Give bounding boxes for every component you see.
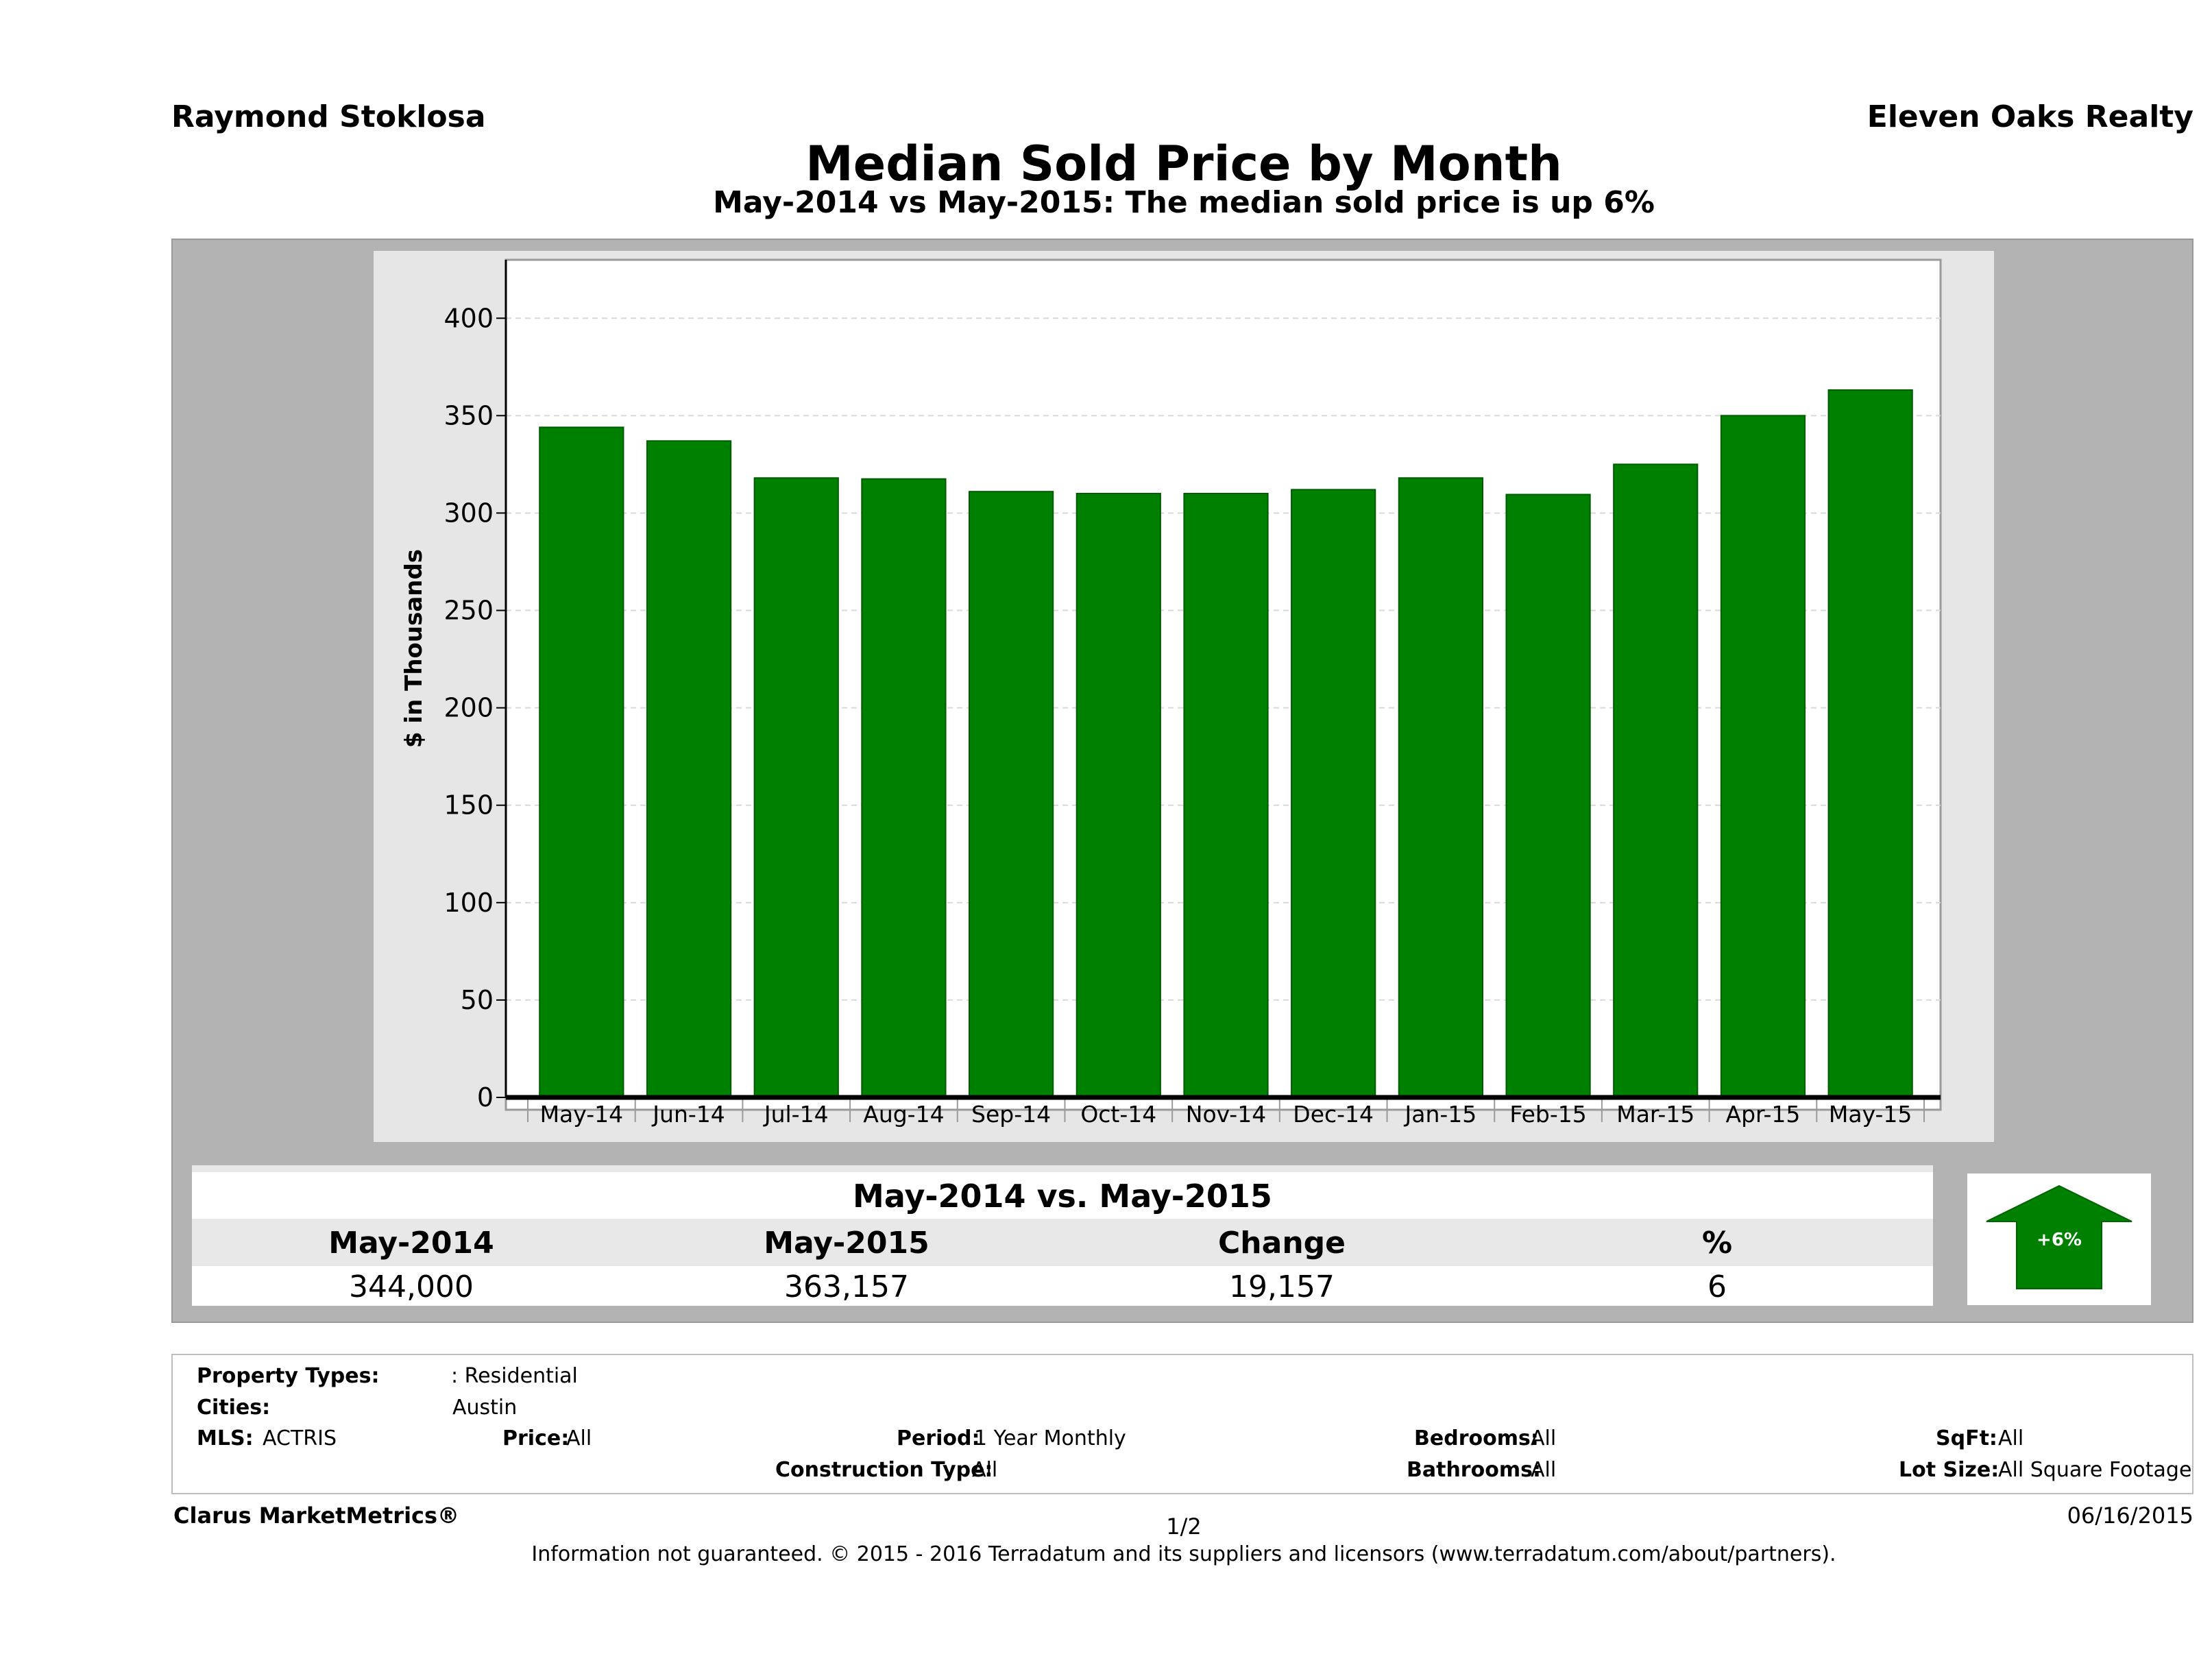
chart-subtitle: May-2014 vs May-2015: The median sold pr… <box>713 185 1655 220</box>
x-tick-label-Jan-15: Jan-15 <box>1403 1101 1476 1128</box>
bars <box>539 389 1913 1099</box>
col-percent-label: % <box>1701 1226 1733 1261</box>
cities-value: Austin <box>452 1396 518 1420</box>
x-axis-ticks: May-14 Jun-14 Jul-14 Aug-14 Sep-14 Oct-14 Nov-… <box>527 1097 1925 1128</box>
col-may2015-value: 363,157 <box>784 1269 909 1304</box>
bar-Jul-14 <box>753 477 839 1098</box>
lot-size-value: All Square Footage <box>1998 1458 2192 1482</box>
bar-May-14 <box>539 426 624 1098</box>
col-change-label: Change <box>1218 1226 1346 1261</box>
x-tick-label-May-15: May-15 <box>1829 1101 1912 1128</box>
col-change-value: 19,157 <box>1229 1269 1335 1304</box>
x-tick-label-Oct-14: Oct-14 <box>1080 1101 1156 1128</box>
comparison-heading-row <box>192 1172 1933 1219</box>
lot-size-label: Lot Size: <box>1899 1458 2000 1482</box>
bar-Oct-14 <box>1075 493 1161 1098</box>
agent-name: Raymond Stoklosa <box>171 99 486 134</box>
bar-Jan-15 <box>1398 477 1483 1098</box>
bar-Mar-15 <box>1613 463 1699 1099</box>
price-value: All <box>566 1426 592 1450</box>
bathrooms-value: All <box>1531 1458 1557 1482</box>
x-tick-label-Jun-14: Jun-14 <box>651 1101 725 1128</box>
sqft-label: SqFt: <box>1936 1426 1997 1450</box>
y-tick-label-400: 400 <box>443 303 494 333</box>
col-may2014-label: May-2014 <box>328 1226 494 1261</box>
bar-Dec-14 <box>1291 489 1376 1098</box>
col-may2015-label: May-2015 <box>764 1226 929 1261</box>
period-value: 1 Year Monthly <box>974 1426 1126 1450</box>
x-tick-label-Mar-15: Mar-15 <box>1616 1101 1694 1128</box>
y-tick-label-150: 150 <box>443 790 494 820</box>
x-tick-label-Feb-15: Feb-15 <box>1509 1101 1586 1128</box>
mls-label: MLS: <box>197 1426 254 1450</box>
x-tick-label-Apr-15: Apr-15 <box>1726 1101 1801 1128</box>
col-percent-value: 6 <box>1707 1269 1727 1304</box>
bar-Aug-14 <box>861 478 947 1098</box>
y-axis-ticks: 0 50 100 150 200 250 300 350 400 <box>443 303 506 1112</box>
col-may2014-value: 344,000 <box>349 1269 474 1304</box>
sqft-value: All <box>1998 1426 2024 1450</box>
cities-label: Cities: <box>197 1396 271 1420</box>
construction-type-value: All <box>972 1458 998 1482</box>
bar-Apr-15 <box>1720 415 1806 1099</box>
mls-value: ACTRIS <box>263 1426 337 1450</box>
bathrooms-label: Bathrooms: <box>1407 1458 1541 1482</box>
bedrooms-label: Bedrooms: <box>1414 1426 1539 1450</box>
bar-chart: 0 50 100 150 200 250 300 350 400 May-14 Jun-14 Jul… <box>400 258 1942 1128</box>
y-tick-label-350: 350 <box>443 400 494 430</box>
brand-footer: Clarus MarketMetrics® <box>173 1503 460 1529</box>
property-types-value: : Residential <box>451 1364 578 1388</box>
page-number: 1/2 <box>1166 1513 1202 1540</box>
x-tick-label-May-14: May-14 <box>540 1101 624 1128</box>
x-tick-label-Dec-14: Dec-14 <box>1293 1101 1374 1128</box>
up-arrow-icon: +6% <box>1986 1184 2132 1289</box>
bar-Sep-14 <box>969 491 1054 1098</box>
y-tick-label-300: 300 <box>443 498 494 528</box>
y-axis-label: $ in Thousands <box>400 549 428 748</box>
period-label: Period: <box>897 1426 980 1450</box>
bar-Nov-14 <box>1183 493 1269 1098</box>
x-tick-label-Jul-14: Jul-14 <box>763 1101 829 1128</box>
bar-May-15 <box>1827 389 1913 1098</box>
price-label: Price: <box>502 1426 570 1450</box>
x-tick-label-Nov-14: Nov-14 <box>1186 1101 1266 1128</box>
change-badge-label: +6% <box>2037 1230 2082 1250</box>
bar-Feb-15 <box>1505 494 1591 1098</box>
disclaimer: Information not guaranteed. © 2015 - 201… <box>531 1542 1836 1566</box>
y-tick-label-200: 200 <box>443 693 494 723</box>
comparison-value-row <box>192 1266 1933 1306</box>
y-tick-label-0: 0 <box>477 1082 494 1112</box>
comparison-heading: May-2014 vs. May-2015 <box>853 1178 1272 1215</box>
x-tick-label-Sep-14: Sep-14 <box>971 1101 1051 1128</box>
property-types-label: Property Types: <box>197 1364 380 1388</box>
x-tick-label-Aug-14: Aug-14 <box>863 1101 944 1128</box>
construction-type-label: Construction Type: <box>775 1458 993 1482</box>
report-date: 06/16/2015 <box>2067 1503 2193 1529</box>
chart-title: Median Sold Price by Month <box>805 136 1562 192</box>
company-name: Eleven Oaks Realty <box>1867 99 2193 134</box>
y-tick-label-250: 250 <box>443 596 494 626</box>
bedrooms-value: All <box>1531 1426 1557 1450</box>
up-arrow-shape <box>1986 1184 2132 1289</box>
bar-Jun-14 <box>646 440 732 1098</box>
y-tick-label-100: 100 <box>443 888 494 918</box>
y-tick-label-50: 50 <box>461 985 494 1015</box>
filter-criteria-box <box>171 1354 2193 1494</box>
